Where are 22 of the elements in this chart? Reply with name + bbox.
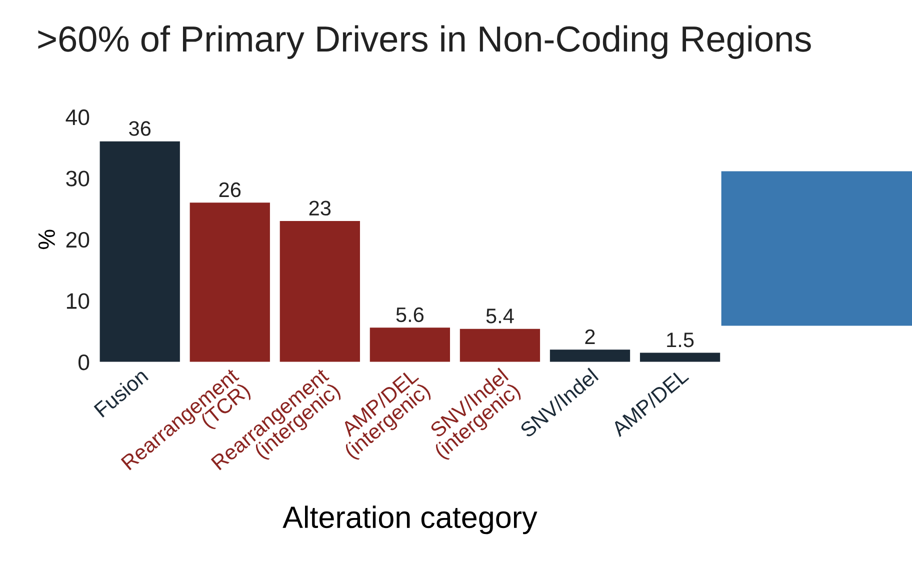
data-label: 2 [585,329,595,344]
bar [550,350,630,362]
data-label: 36 [129,121,151,136]
bar [640,352,720,362]
y-tick-label: 20 [66,232,90,248]
y-axis-title: % [38,230,55,250]
y-tick-label: 0 [78,354,90,370]
bar [280,221,360,362]
chart-title: >60% of Primary Drivers in Non-Coding Regions [38,25,811,59]
x-axis-title: Alteration category [282,506,538,534]
bar [460,328,540,362]
data-label: 5.4 [486,308,514,324]
data-label: 1.5 [667,332,694,348]
data-label: 5.6 [396,307,424,322]
data-label: 26 [219,182,241,198]
bar [100,141,180,362]
data-label: 23 [309,200,331,216]
bar [190,202,270,362]
y-tick-label: 10 [66,293,90,309]
y-tick-label: 40 [66,109,90,126]
bar [370,328,450,362]
y-tick-label: 30 [66,170,90,186]
